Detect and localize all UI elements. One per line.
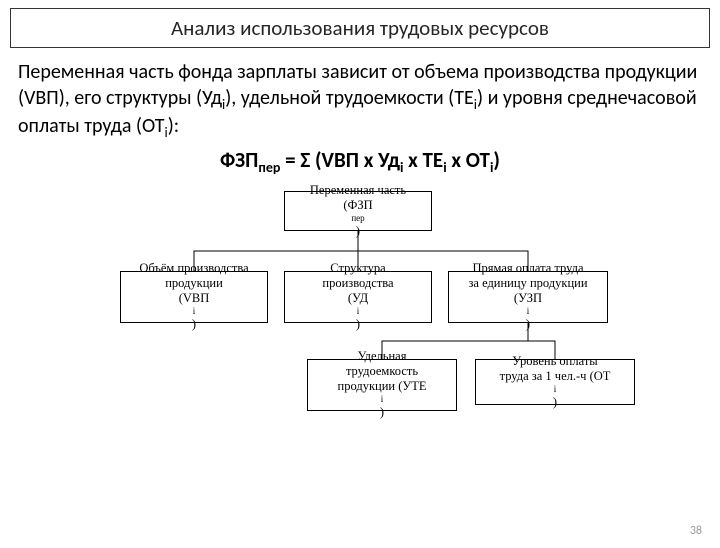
body-paragraph: Переменная часть фонда зарплаты зависит … <box>18 60 702 141</box>
page-title-bar: Анализ использования трудовых ресурсов <box>10 8 710 48</box>
page-title: Анализ использования трудовых ресурсов <box>171 15 549 41</box>
diagram-node-n5: Уровень оплатытруда за 1 чел.-ч (ОТ i) <box>475 359 635 405</box>
diagram-node-n1: Объём производствапродукции(VВПi) <box>120 271 268 323</box>
formula: ФЗПпер = Σ (VВП х Удi х ТЕi х ОТi) <box>0 147 720 176</box>
page-number: 38 <box>690 524 702 538</box>
diagram-node-root: Переменная часть(ФЗП пер) <box>284 191 432 231</box>
diagram-container: Переменная часть(ФЗП пер) Объём производс… <box>0 191 720 481</box>
diagram-node-n4: Удельнаятрудоемкостьпродукции (УТЕ i) <box>307 359 457 411</box>
diagram-node-n2: Структурапроизводства(УДi) <box>284 271 432 323</box>
diagram-node-n3: Прямая оплата трудаза единицу продукции(… <box>448 271 608 323</box>
